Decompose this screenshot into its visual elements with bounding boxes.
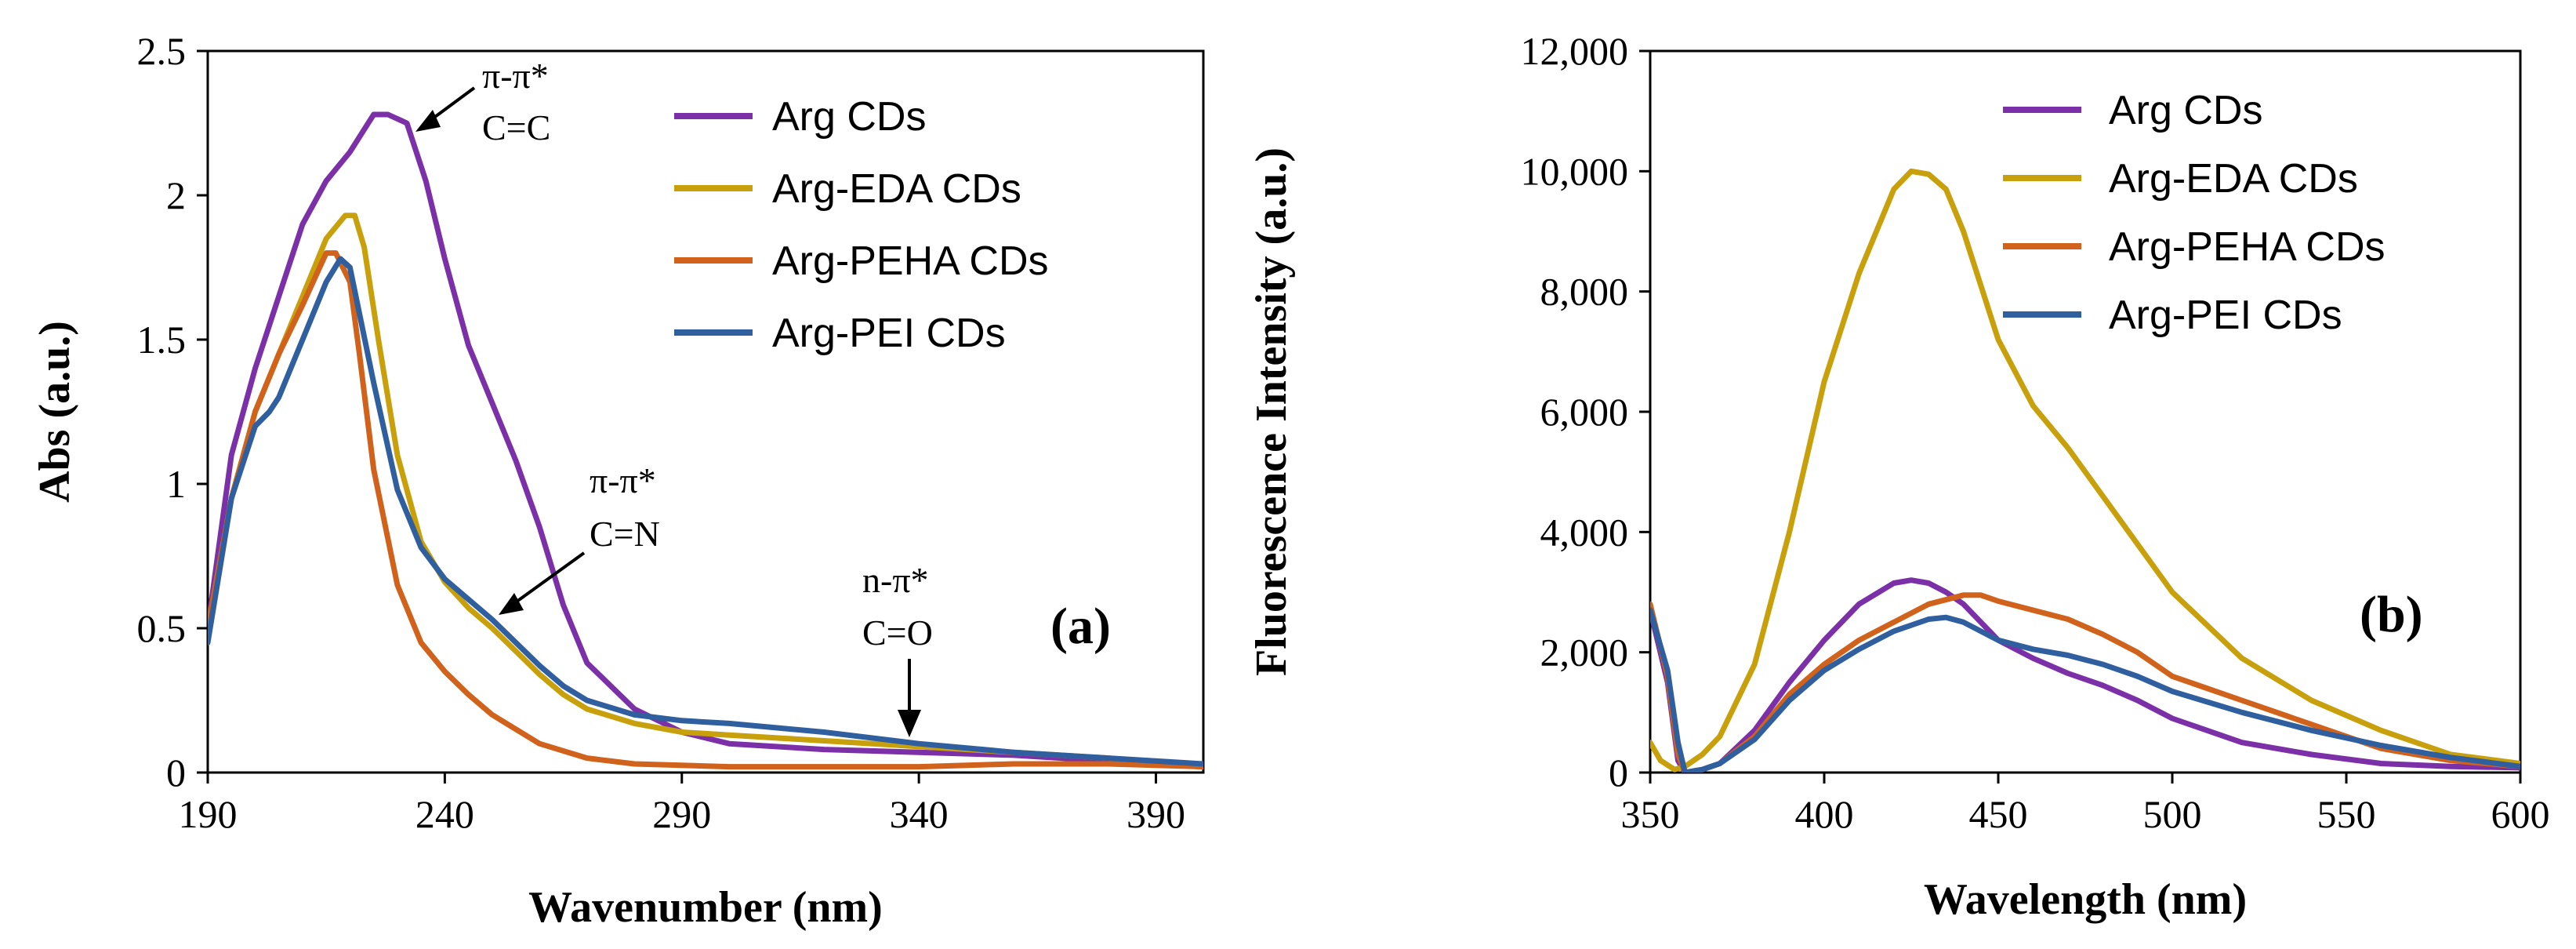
y-tick-label: 1.5: [137, 318, 187, 362]
x-tick-label: 390: [1127, 792, 1185, 836]
panel-a-plot-area: [206, 49, 1205, 774]
y-tick-label: 0: [166, 751, 186, 794]
legend-a-label-peha: Arg-PEHA CDs: [772, 238, 1049, 284]
legend-b-label-arg: Arg CDs: [2109, 88, 2262, 133]
panel-a-annotations: π-π* C=C π-π* C=N n-π* C=O: [415, 56, 933, 737]
y-tick-label: 2,000: [1540, 631, 1629, 674]
panel-a-label: (a): [1050, 598, 1111, 655]
series-line-pei: [208, 256, 1203, 767]
annotation-cc-line1: π-π*: [482, 56, 549, 96]
y-tick-label: 12,000: [1521, 29, 1629, 73]
annotation-cn-arrowhead: [499, 593, 524, 615]
x-tick-label: 500: [2143, 792, 2202, 836]
legend-a-label-pei: Arg-PEI CDs: [772, 311, 1006, 356]
legend-b-label-eda: Arg-EDA CDs: [2109, 156, 2358, 202]
x-tick-label: 450: [1969, 792, 2028, 836]
series-line-pei: [1650, 607, 2520, 773]
series-line-eda: [208, 213, 1203, 770]
series-line-eda: [1650, 168, 2520, 773]
panel-b-y-axis-title: Fluorescence Intensity (a.u.): [1247, 147, 1296, 676]
y-tick-label: 4,000: [1540, 510, 1629, 554]
x-tick-label: 550: [2317, 792, 2376, 836]
panel-b-label: (b): [2360, 586, 2423, 643]
annotation-co-line2: C=O: [862, 613, 933, 653]
annotation-cn-line2: C=N: [590, 514, 660, 554]
panel-a-legend: Arg CDs Arg-EDA CDs Arg-PEHA CDs Arg-PEI…: [674, 94, 1049, 356]
panel-b: 350 400 450 500 550 600 0 2,000 4,000 6,000 8,000 1…: [1247, 29, 2550, 924]
legend-a-label-arg: Arg CDs: [772, 94, 926, 140]
x-tick-label: 240: [415, 792, 474, 836]
panel-a: 190 240 290 340 390 0 0.5 1 1.5 2 2.5 Wavenumber (…: [31, 29, 1205, 932]
panel-b-plot-area: [1649, 49, 2522, 774]
x-tick-label: 400: [1795, 792, 1854, 836]
legend-b-label-peha: Arg-PEHA CDs: [2109, 224, 2386, 270]
y-tick-label: 0.5: [137, 606, 187, 650]
x-tick-label: 340: [890, 792, 949, 836]
panel-b-series: [1650, 168, 2520, 773]
x-tick-label: 290: [652, 792, 711, 836]
annotation-cn-line1: π-π*: [590, 460, 656, 500]
x-tick-label: 600: [2491, 792, 2550, 836]
y-tick-label: 0: [1609, 751, 1628, 794]
panel-a-x-axis-title: Wavenumber (nm): [528, 883, 883, 932]
annotation-cc-arrowhead: [415, 110, 441, 132]
y-tick-label: 10,000: [1521, 149, 1629, 193]
panel-a-ticks: 190 240 290 340 390 0 0.5 1 1.5 2 2.5: [137, 29, 1186, 836]
annotation-co-arrowhead: [898, 710, 921, 737]
legend-a-label-eda: Arg-EDA CDs: [772, 166, 1021, 212]
panel-a-y-axis-title: Abs (a.u.): [31, 321, 79, 503]
annotation-co-line1: n-π*: [862, 560, 929, 600]
legend-b-label-pei: Arg-PEI CDs: [2109, 293, 2342, 338]
series-line-arg: [208, 111, 1203, 770]
annotation-cc-line2: C=C: [482, 107, 550, 147]
y-tick-label: 1: [166, 462, 186, 506]
y-tick-label: 8,000: [1540, 270, 1629, 314]
annotation-cn-arrow: [506, 551, 586, 609]
y-tick-label: 2: [166, 173, 186, 217]
y-tick-label: 6,000: [1540, 390, 1629, 434]
panel-b-x-axis-title: Wavelength (nm): [1924, 875, 2247, 924]
y-tick-label: 2.5: [137, 29, 187, 73]
panel-a-series: [208, 111, 1203, 770]
x-tick-label: 190: [179, 792, 238, 836]
panel-b-legend: Arg CDs Arg-EDA CDs Arg-PEHA CDs Arg-PEI…: [2003, 88, 2386, 338]
x-tick-label: 350: [1621, 792, 1680, 836]
panel-b-ticks: 350 400 450 500 550 600 0 2,000 4,000 6,000 8,000 1…: [1521, 29, 2550, 836]
series-line-peha: [208, 250, 1203, 770]
